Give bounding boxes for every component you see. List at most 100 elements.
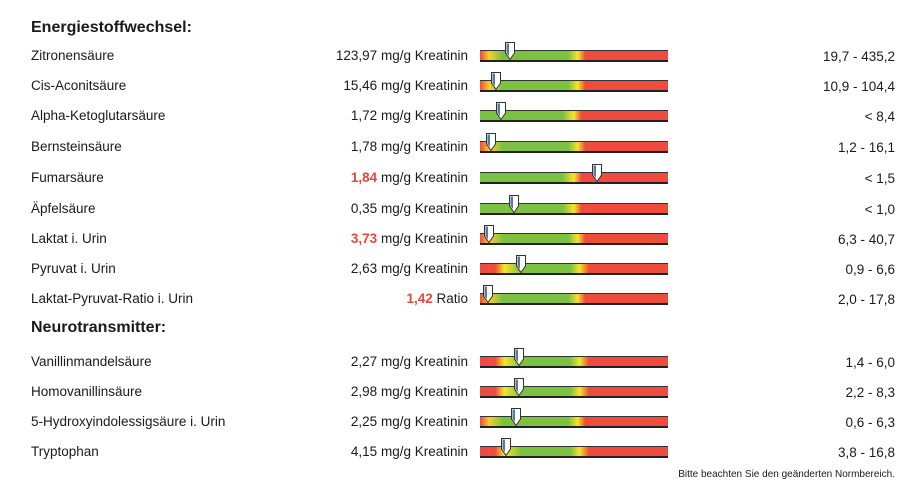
result-row: Alpha-Ketoglutarsäure 1,72 mg/g Kreatini…: [0, 102, 919, 127]
value-number: 1,72: [350, 108, 378, 123]
reference-bar: [480, 438, 668, 458]
value-number: 2,63: [350, 261, 378, 276]
result-row: Zitronensäure 123,97 mg/g Kreatinin 19,7…: [0, 42, 919, 67]
value-marker-icon: [495, 102, 506, 121]
result-value: 2,98 mg/g Kreatinin: [351, 384, 468, 399]
analyte-name: Tryptophan: [31, 444, 99, 459]
value-number: 2,98: [350, 384, 378, 399]
value-number: 2,27: [350, 354, 378, 369]
result-value: 0,35 mg/g Kreatinin: [351, 201, 468, 216]
reference-bar: [480, 164, 668, 184]
analyte-name: Fumarsäure: [31, 170, 104, 185]
result-row: 5-Hydroxyindolessigsäure i. Urin 2,25 mg…: [0, 408, 919, 433]
value-marker-icon: [514, 378, 525, 397]
value-marker-icon: [508, 195, 519, 214]
value-number: 123,97: [335, 48, 378, 63]
value-marker-icon: [486, 133, 497, 152]
analyte-name: Pyruvat i. Urin: [31, 261, 116, 276]
result-value: 15,46 mg/g Kreatinin: [343, 78, 468, 93]
value-marker-icon: [514, 348, 525, 367]
result-value: 1,84 mg/g Kreatinin: [351, 170, 468, 185]
reference-range: < 1,0: [864, 202, 895, 217]
reference-range: 0,6 - 6,3: [845, 415, 895, 430]
result-value: 1,72 mg/g Kreatinin: [351, 108, 468, 123]
value-unit: mg/g Kreatinin: [380, 48, 468, 63]
value-marker-icon: [591, 164, 602, 183]
reference-range: 0,9 - 6,6: [845, 262, 895, 277]
result-row: Laktat-Pyruvat-Ratio i. Urin 1,42 Ratio …: [0, 285, 919, 310]
reference-bar: [480, 133, 668, 153]
result-row: Laktat i. Urin 3,73 mg/g Kreatinin 6,3 -…: [0, 225, 919, 250]
result-row: Tryptophan 4,15 mg/g Kreatinin 3,8 - 16,…: [0, 438, 919, 463]
reference-range: < 1,5: [864, 171, 895, 186]
value-unit: mg/g Kreatinin: [380, 231, 468, 246]
reference-range: 1,2 - 16,1: [837, 140, 895, 155]
reference-range: 3,8 - 16,8: [837, 445, 895, 460]
result-value: 3,73 mg/g Kreatinin: [351, 231, 468, 246]
value-marker-icon: [510, 408, 521, 427]
analyte-name: Laktat-Pyruvat-Ratio i. Urin: [31, 291, 194, 306]
result-value: 123,97 mg/g Kreatinin: [336, 48, 468, 63]
reference-bar: [480, 348, 668, 368]
reference-range: 1,4 - 6,0: [845, 355, 895, 370]
analyte-name: Vanillinmandelsäure: [31, 354, 152, 369]
result-row: Homovanillinsäure 2,98 mg/g Kreatinin 2,…: [0, 378, 919, 403]
result-value: 2,27 mg/g Kreatinin: [351, 354, 468, 369]
reference-bar: [480, 285, 668, 305]
analyte-name: Zitronensäure: [31, 48, 115, 63]
reference-bar: [480, 42, 668, 62]
result-row: Fumarsäure 1,84 mg/g Kreatinin < 1,5: [0, 164, 919, 189]
value-unit: mg/g Kreatinin: [380, 261, 468, 276]
reference-range: 2,2 - 8,3: [845, 385, 895, 400]
reference-range: 19,7 - 435,2: [822, 49, 895, 64]
reference-bar: [480, 408, 668, 428]
value-marker-icon: [490, 72, 501, 91]
result-row: Äpfelsäure 0,35 mg/g Kreatinin < 1,0: [0, 195, 919, 220]
value-unit: mg/g Kreatinin: [380, 108, 468, 123]
value-marker-icon: [482, 285, 493, 304]
result-value: 4,15 mg/g Kreatinin: [351, 444, 468, 459]
value-unit: mg/g Kreatinin: [380, 354, 468, 369]
reference-bar: [480, 378, 668, 398]
value-number: 1,84: [350, 170, 378, 185]
reference-range: < 8,4: [864, 109, 895, 124]
value-unit: mg/g Kreatinin: [380, 384, 468, 399]
value-number: 2,25: [350, 414, 378, 429]
reference-bar: [480, 102, 668, 122]
reference-bar: [480, 225, 668, 245]
result-row: Cis-Aconitsäure 15,46 mg/g Kreatinin 10,…: [0, 72, 919, 97]
analyte-name: Homovanillinsäure: [31, 384, 143, 399]
reference-bar: [480, 72, 668, 92]
result-value: 1,42 Ratio: [406, 291, 468, 306]
analyte-name: Cis-Aconitsäure: [31, 78, 127, 93]
section-title-energy: Energiestoffwechsel:: [31, 19, 192, 36]
analyte-name: 5-Hydroxyindolessigsäure i. Urin: [31, 414, 226, 429]
value-unit: mg/g Kreatinin: [380, 414, 468, 429]
reference-range: 6,3 - 40,7: [837, 232, 895, 247]
result-row: Bernsteinsäure 1,78 mg/g Kreatinin 1,2 -…: [0, 133, 919, 158]
value-marker-icon: [505, 42, 516, 61]
value-unit: mg/g Kreatinin: [380, 201, 468, 216]
section-title-neuro: Neurotransmitter:: [31, 319, 167, 336]
value-number: 1,42: [406, 291, 433, 306]
value-unit: mg/g Kreatinin: [380, 444, 468, 459]
reference-bar: [480, 195, 668, 215]
reference-bar: [480, 255, 668, 275]
value-number: 4,15: [350, 444, 378, 459]
value-number: 15,46: [343, 78, 378, 93]
analyte-name: Alpha-Ketoglutarsäure: [31, 108, 166, 123]
value-marker-icon: [501, 438, 512, 457]
analyte-name: Äpfelsäure: [31, 201, 96, 216]
result-value: 1,78 mg/g Kreatinin: [351, 139, 468, 154]
value-number: 0,35: [350, 201, 378, 216]
value-unit: mg/g Kreatinin: [380, 170, 468, 185]
reference-range: 10,9 - 104,4: [822, 79, 895, 94]
value-marker-icon: [484, 225, 495, 244]
value-number: 3,73: [350, 231, 378, 246]
value-marker-icon: [516, 255, 527, 274]
value-unit: Ratio: [436, 291, 468, 306]
analyte-name: Bernsteinsäure: [31, 139, 122, 154]
result-row: Vanillinmandelsäure 2,27 mg/g Kreatinin …: [0, 348, 919, 373]
footnote: Bitte beachten Sie den geänderten Normbe…: [678, 469, 895, 480]
